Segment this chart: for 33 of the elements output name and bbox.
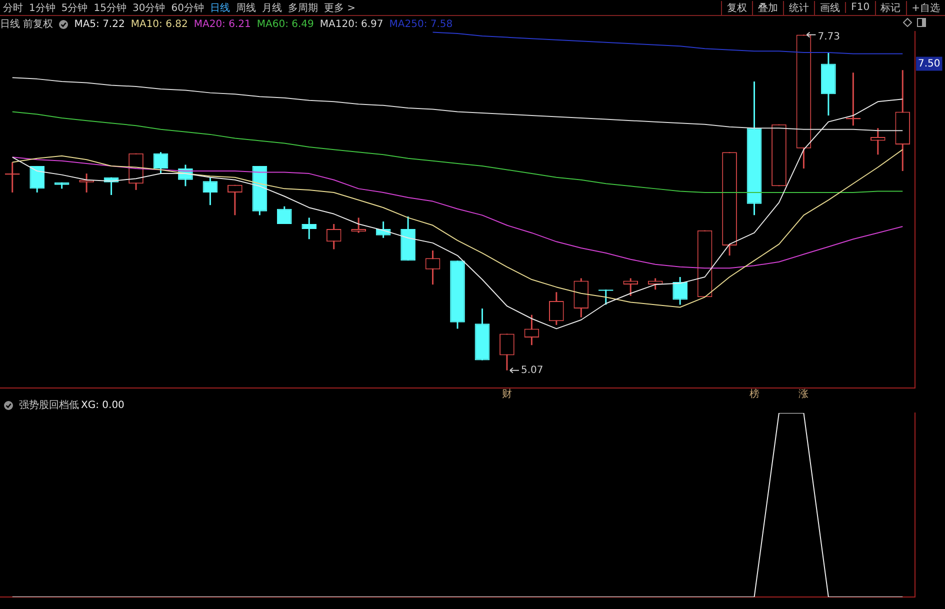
annotation: 7.73 [818,32,840,43]
annotation: 5.07 [520,364,544,376]
x-tick-label: 财 [502,388,512,400]
chart-title: 日线 前复权 [0,18,54,31]
text: 更多 > [322,2,357,14]
text: 分时 [2,2,24,14]
annotation: 7.50 [918,58,940,70]
chart-title: 强势股回档低 [19,398,79,412]
text: 周线 [234,2,257,14]
x-tick-label: 榜 [749,388,760,400]
x-tick-label: 涨 [798,388,809,400]
text: 叠加 [752,0,784,14]
text: MA10: 6.82 [130,18,188,30]
text: MA60: 6.49 [256,18,314,30]
text: 多周期 [286,2,319,14]
text: MA20: 6.21 [194,18,251,30]
text: 画线 [814,0,846,14]
text: MA5: 7.22 [74,18,125,30]
text: 标记 [874,0,906,14]
series-label: MA250: 7.58 [389,18,453,30]
text: 15分钟 [92,2,128,14]
text: 日线 [208,2,231,14]
text: 5分钟 [60,2,89,14]
text: XG: 0.00 [81,400,124,410]
text: 1分钟 [28,2,56,14]
text: 复权 [721,0,752,14]
text: 月线 [260,2,283,14]
text: F10 [845,2,875,13]
text: 60分钟 [170,2,205,14]
text: 统计 [783,0,814,14]
text: MA120: 6.97 [320,18,384,30]
text: +自选 [906,0,945,14]
text: 30分钟 [131,2,166,14]
